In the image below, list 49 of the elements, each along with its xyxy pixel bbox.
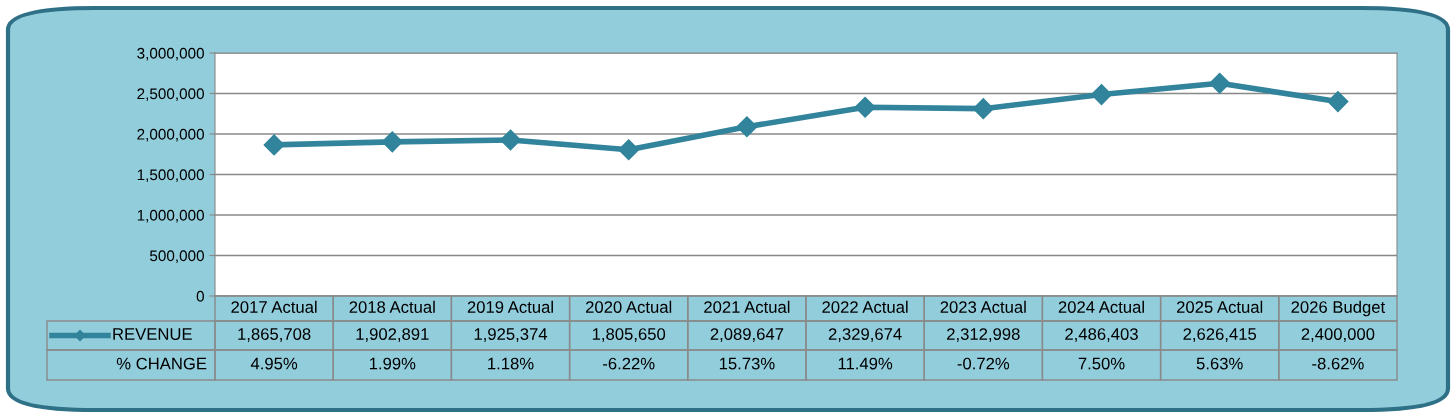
x-tick-label: 2024 Actual — [1058, 300, 1144, 313]
text: 4.95% — [250, 357, 298, 370]
point — [972, 98, 994, 120]
y-tick-label: 500,000 — [149, 250, 204, 263]
text: 1.18% — [488, 357, 534, 370]
x-tick-label: 2018 Actual — [349, 300, 435, 313]
x-tick-label: 2021 Actual — [704, 300, 790, 313]
point — [381, 131, 403, 153]
data-label: 2,626,415 — [1183, 328, 1257, 342]
x-tick-label: 2020 Actual — [585, 300, 672, 313]
data-label: 2,312,998 — [947, 328, 1020, 342]
x-tick-label: 2022 Actual — [822, 300, 908, 313]
legend-label: REVENUE — [113, 328, 192, 340]
point — [1090, 84, 1113, 106]
data-label: 2,329,674 — [828, 328, 902, 342]
data-label: 2,089,647 — [710, 328, 784, 342]
point — [499, 129, 522, 151]
x-tick-label: 2025 Actual — [1176, 300, 1263, 313]
x-tick-label: 2019 Actual — [467, 300, 553, 313]
y-tick-label: 2,000,000 — [137, 128, 204, 142]
data-label: 1,865,708 — [238, 328, 311, 342]
text: -8.62% — [1312, 357, 1364, 370]
y-tick-label: 2,500,000 — [137, 88, 204, 101]
text: 7.50% — [1078, 357, 1125, 370]
point — [1209, 72, 1231, 94]
text: 11.49% — [838, 357, 893, 370]
text: % CHANGE — [116, 357, 207, 370]
y-tick-label: 3,000,000 — [137, 47, 204, 61]
point — [618, 139, 640, 161]
point — [854, 96, 876, 118]
text: 1.99% — [369, 357, 416, 370]
data-label: 2,486,403 — [1065, 328, 1138, 342]
point — [263, 134, 285, 156]
text: -0.72% — [957, 357, 1010, 370]
data-label: 2,400,000 — [1301, 328, 1375, 342]
x-tick-label: 2017 Actual — [231, 300, 317, 313]
point — [736, 116, 758, 138]
y-tick-label: 0 — [196, 290, 204, 302]
text: -6.22% — [603, 357, 655, 370]
text: 15.73% — [719, 357, 775, 370]
data-label: 1,805,650 — [592, 328, 666, 342]
point — [1327, 91, 1349, 113]
y-tick-label: 1,000,000 — [137, 209, 204, 223]
x-tick-label: 2026 Budget — [1291, 300, 1386, 317]
data-label: 1,925,374 — [474, 328, 548, 342]
x-tick-label: 2023 Actual — [940, 300, 1026, 313]
data-label: 1,902,891 — [356, 328, 429, 342]
text: 5.63% — [1196, 357, 1243, 370]
y-tick-label: 1,500,000 — [137, 169, 204, 182]
